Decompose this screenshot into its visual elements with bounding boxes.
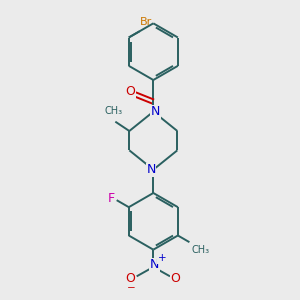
- Text: N: N: [150, 259, 159, 272]
- Text: −: −: [127, 283, 136, 293]
- Text: O: O: [126, 272, 136, 285]
- Text: N: N: [151, 105, 160, 118]
- Text: F: F: [108, 192, 115, 205]
- Text: CH₃: CH₃: [105, 106, 123, 116]
- Text: CH₃: CH₃: [191, 245, 209, 255]
- Text: O: O: [125, 85, 135, 98]
- Text: N: N: [146, 163, 156, 176]
- Text: +: +: [158, 253, 166, 263]
- Text: Br: Br: [140, 16, 152, 26]
- Text: O: O: [170, 272, 180, 285]
